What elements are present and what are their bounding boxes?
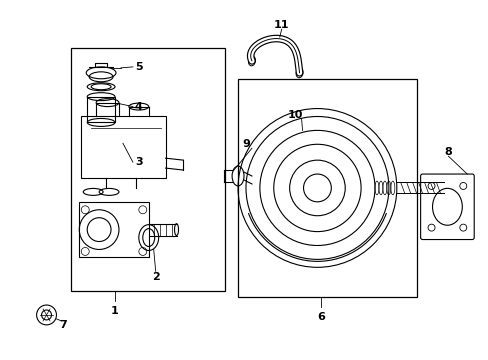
Text: 10: 10 (287, 109, 303, 120)
Bar (238, 79, 416, 297)
Bar (79, 202, 148, 257)
Ellipse shape (248, 56, 255, 66)
Text: 2: 2 (151, 272, 159, 282)
Text: 3: 3 (135, 157, 142, 167)
Text: 8: 8 (444, 147, 451, 157)
Text: 9: 9 (242, 139, 249, 149)
Ellipse shape (295, 68, 303, 78)
Bar (87, 96, 115, 122)
Bar (81, 117, 165, 178)
Text: 7: 7 (60, 320, 67, 330)
Text: 6: 6 (317, 312, 325, 322)
Text: 5: 5 (135, 62, 142, 72)
Text: 1: 1 (111, 306, 119, 316)
Bar (71, 48, 224, 291)
Text: 11: 11 (273, 20, 289, 30)
Text: 4: 4 (135, 102, 142, 112)
